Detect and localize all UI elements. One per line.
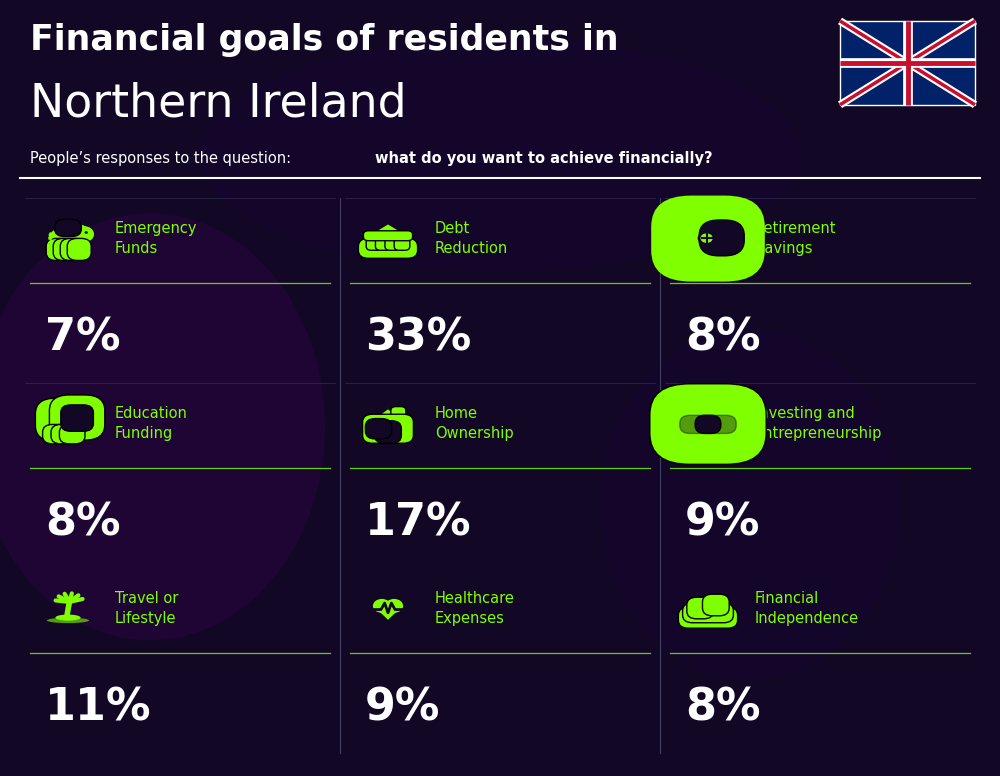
Circle shape bbox=[700, 234, 713, 243]
Polygon shape bbox=[370, 410, 406, 422]
Text: Investing and
Entrepreneurship: Investing and Entrepreneurship bbox=[755, 407, 882, 441]
FancyBboxPatch shape bbox=[61, 405, 93, 431]
FancyBboxPatch shape bbox=[67, 238, 91, 261]
Text: 11%: 11% bbox=[45, 687, 152, 730]
FancyBboxPatch shape bbox=[53, 238, 77, 261]
FancyBboxPatch shape bbox=[678, 607, 738, 629]
Circle shape bbox=[69, 429, 76, 435]
Text: Education
Funding: Education Funding bbox=[115, 407, 188, 441]
FancyBboxPatch shape bbox=[680, 415, 736, 434]
Ellipse shape bbox=[600, 330, 900, 679]
Circle shape bbox=[695, 601, 706, 610]
Ellipse shape bbox=[55, 615, 81, 621]
Text: Travel or
Lifestyle: Travel or Lifestyle bbox=[115, 591, 178, 625]
Text: 7%: 7% bbox=[45, 317, 120, 360]
Circle shape bbox=[710, 598, 721, 606]
Polygon shape bbox=[373, 606, 403, 620]
Text: Financial goals of residents in: Financial goals of residents in bbox=[30, 23, 619, 57]
Text: Emergency
Funds: Emergency Funds bbox=[115, 221, 198, 255]
Text: what do you want to achieve financially?: what do you want to achieve financially? bbox=[375, 151, 713, 166]
FancyBboxPatch shape bbox=[60, 238, 84, 261]
FancyBboxPatch shape bbox=[385, 233, 401, 251]
Circle shape bbox=[60, 429, 67, 435]
Text: 8%: 8% bbox=[685, 317, 761, 360]
FancyBboxPatch shape bbox=[687, 598, 714, 618]
Text: Healthcare
Expenses: Healthcare Expenses bbox=[435, 591, 515, 625]
Text: Financial
Independence: Financial Independence bbox=[755, 591, 859, 625]
Circle shape bbox=[385, 599, 403, 613]
Circle shape bbox=[698, 231, 716, 245]
Circle shape bbox=[52, 429, 59, 435]
Text: 9%: 9% bbox=[685, 502, 760, 545]
Ellipse shape bbox=[47, 618, 89, 623]
Ellipse shape bbox=[48, 227, 88, 251]
FancyBboxPatch shape bbox=[366, 233, 382, 251]
FancyBboxPatch shape bbox=[55, 220, 81, 237]
FancyBboxPatch shape bbox=[43, 424, 68, 444]
FancyBboxPatch shape bbox=[363, 414, 413, 443]
Polygon shape bbox=[368, 224, 408, 237]
FancyBboxPatch shape bbox=[375, 233, 391, 251]
FancyBboxPatch shape bbox=[840, 21, 975, 105]
FancyBboxPatch shape bbox=[49, 395, 105, 440]
FancyBboxPatch shape bbox=[391, 407, 406, 420]
Text: 8%: 8% bbox=[45, 502, 120, 545]
FancyBboxPatch shape bbox=[46, 238, 70, 261]
FancyBboxPatch shape bbox=[394, 233, 410, 251]
FancyBboxPatch shape bbox=[358, 238, 418, 258]
Circle shape bbox=[85, 231, 88, 234]
Text: Debt
Reduction: Debt Reduction bbox=[435, 221, 508, 255]
Circle shape bbox=[55, 408, 67, 417]
FancyBboxPatch shape bbox=[695, 415, 721, 434]
Ellipse shape bbox=[79, 225, 85, 230]
FancyBboxPatch shape bbox=[35, 398, 87, 442]
Ellipse shape bbox=[200, 39, 800, 272]
FancyBboxPatch shape bbox=[650, 384, 766, 464]
FancyBboxPatch shape bbox=[699, 220, 744, 256]
FancyBboxPatch shape bbox=[59, 424, 85, 444]
Text: 9%: 9% bbox=[365, 687, 440, 730]
FancyBboxPatch shape bbox=[375, 421, 401, 443]
Circle shape bbox=[73, 226, 94, 242]
Text: 8%: 8% bbox=[685, 687, 761, 730]
Ellipse shape bbox=[0, 213, 325, 640]
Text: Home
Ownership: Home Ownership bbox=[435, 407, 514, 441]
Text: People’s responses to the question:: People’s responses to the question: bbox=[30, 151, 296, 166]
Circle shape bbox=[373, 599, 391, 613]
FancyBboxPatch shape bbox=[365, 418, 392, 439]
Text: Retirement
Savings: Retirement Savings bbox=[755, 221, 836, 255]
Text: 17%: 17% bbox=[365, 502, 472, 545]
Text: Northern Ireland: Northern Ireland bbox=[30, 81, 407, 126]
FancyBboxPatch shape bbox=[51, 424, 77, 444]
FancyBboxPatch shape bbox=[702, 594, 729, 616]
FancyBboxPatch shape bbox=[651, 196, 765, 282]
FancyBboxPatch shape bbox=[683, 603, 733, 622]
Text: 33%: 33% bbox=[365, 317, 471, 360]
FancyBboxPatch shape bbox=[363, 230, 413, 241]
